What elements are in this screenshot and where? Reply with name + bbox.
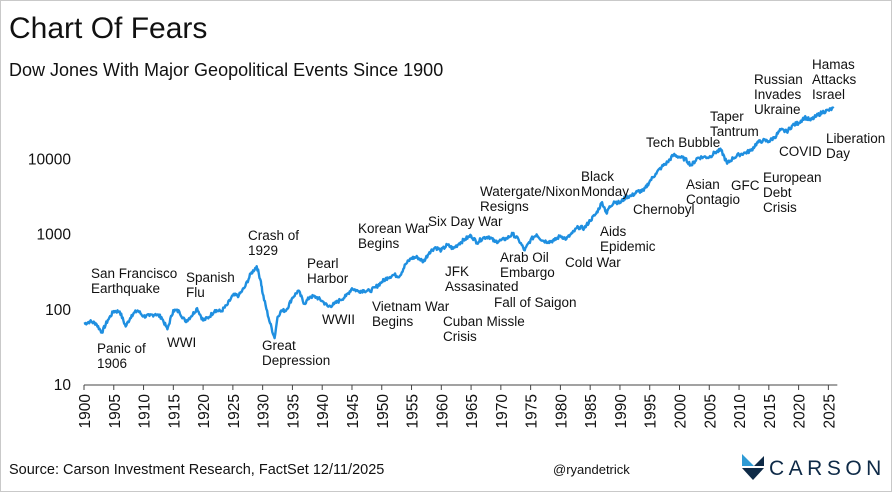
event-label: Chernobyl — [633, 202, 695, 217]
x-tick-label: 1945 — [345, 394, 362, 428]
event-label: WWI — [167, 335, 196, 350]
event-label: GFC — [731, 178, 760, 193]
event-label: Panic of 1906 — [97, 341, 146, 371]
carson-logo: CARSON — [740, 450, 890, 484]
event-label: Spanish Flu — [186, 270, 235, 300]
event-label: COVID — [779, 144, 822, 159]
carson-wordmark: CARSON — [769, 457, 886, 480]
x-tick-label: 2020 — [792, 394, 809, 429]
event-label: Liberation Day — [826, 131, 885, 161]
event-label: Watergate/Nixon Resigns — [480, 184, 580, 214]
event-label: Aids Epidemic — [600, 224, 656, 254]
x-tick-label: 1935 — [285, 394, 302, 428]
event-annotations: San Francisco Earthquake Panic of 1906 WWI Sp… — [91, 57, 885, 371]
event-label: Tech Bubble — [646, 135, 720, 150]
x-tick-label: 1940 — [315, 394, 332, 429]
event-label: Vietnam War Begins — [372, 299, 450, 329]
event-label: Asian Contagio — [686, 177, 740, 207]
x-tick-label: 1950 — [375, 394, 392, 429]
x-tick-label: 1965 — [464, 394, 481, 428]
x-tick-label: 2015 — [762, 394, 779, 428]
chart-title: Chart Of Fears — [9, 12, 208, 45]
x-tick-label: 1990 — [613, 394, 630, 429]
event-label: Fall of Saigon — [494, 295, 577, 310]
x-tick-label: 1970 — [494, 394, 511, 429]
x-tick-label: 2000 — [673, 394, 690, 429]
x-tick-label: 1925 — [226, 394, 243, 428]
event-label: San Francisco Earthquake — [91, 266, 177, 296]
x-tick-label: 1960 — [434, 394, 451, 429]
x-tick-label: 1975 — [524, 394, 541, 428]
dow-jones-line — [83, 106, 835, 340]
event-label: Great Depression — [262, 338, 330, 368]
x-tick-label: 1985 — [583, 394, 600, 428]
event-label: WWII — [322, 312, 355, 327]
y-axis-ticks: 10 100 1000 10000 — [28, 151, 71, 394]
y-tick-label: 1000 — [37, 227, 72, 244]
carson-logo-mark-icon — [742, 454, 764, 480]
event-label: Pearl Harbor — [307, 256, 349, 286]
x-tick-label: 1995 — [643, 394, 660, 428]
y-tick-label: 10 — [54, 377, 72, 394]
source-note: Source: Carson Investment Research, Fact… — [9, 462, 385, 478]
x-tick-label: 1905 — [107, 394, 124, 428]
event-label: European Debt Crisis — [763, 170, 822, 215]
y-tick-label: 10000 — [28, 151, 71, 168]
chart-subtitle: Dow Jones With Major Geopolitical Events… — [9, 60, 444, 80]
x-tick-label: 1920 — [196, 394, 213, 429]
x-tick-label: 2025 — [821, 394, 838, 428]
x-tick-label: 2010 — [732, 394, 749, 429]
x-tick-label: 1930 — [256, 394, 273, 429]
x-tick-label: 1955 — [405, 394, 422, 428]
event-label: Six Day War — [428, 214, 503, 229]
x-tick-label: 1900 — [77, 394, 94, 429]
x-tick-label: 2005 — [702, 394, 719, 428]
x-tick-label: 1915 — [166, 394, 183, 428]
event-label: Black Monday — [581, 169, 629, 199]
x-axis-ticks: 1900 1905 1910 1915 1920 1925 1930 1935 1940 1945… — [77, 385, 838, 428]
event-label: Russian Invades Ukraine — [754, 72, 803, 117]
event-label: Taper Tantrum — [710, 109, 759, 139]
event-label: Hamas Attacks Israel — [812, 57, 857, 102]
x-tick-label: 1910 — [137, 394, 154, 429]
event-label: JFK Assasinated — [445, 264, 519, 294]
x-tick-label: 1980 — [553, 394, 570, 429]
author-handle: @ryandetrick — [553, 462, 630, 477]
event-label: Korean War Begins — [358, 221, 430, 251]
event-label: Cold War — [565, 255, 621, 270]
event-label: Crash of 1929 — [248, 228, 299, 258]
y-tick-label: 100 — [45, 302, 71, 319]
event-label: Arab Oil Embargo — [500, 250, 555, 280]
event-label: Cuban Missle Crisis — [443, 314, 525, 344]
